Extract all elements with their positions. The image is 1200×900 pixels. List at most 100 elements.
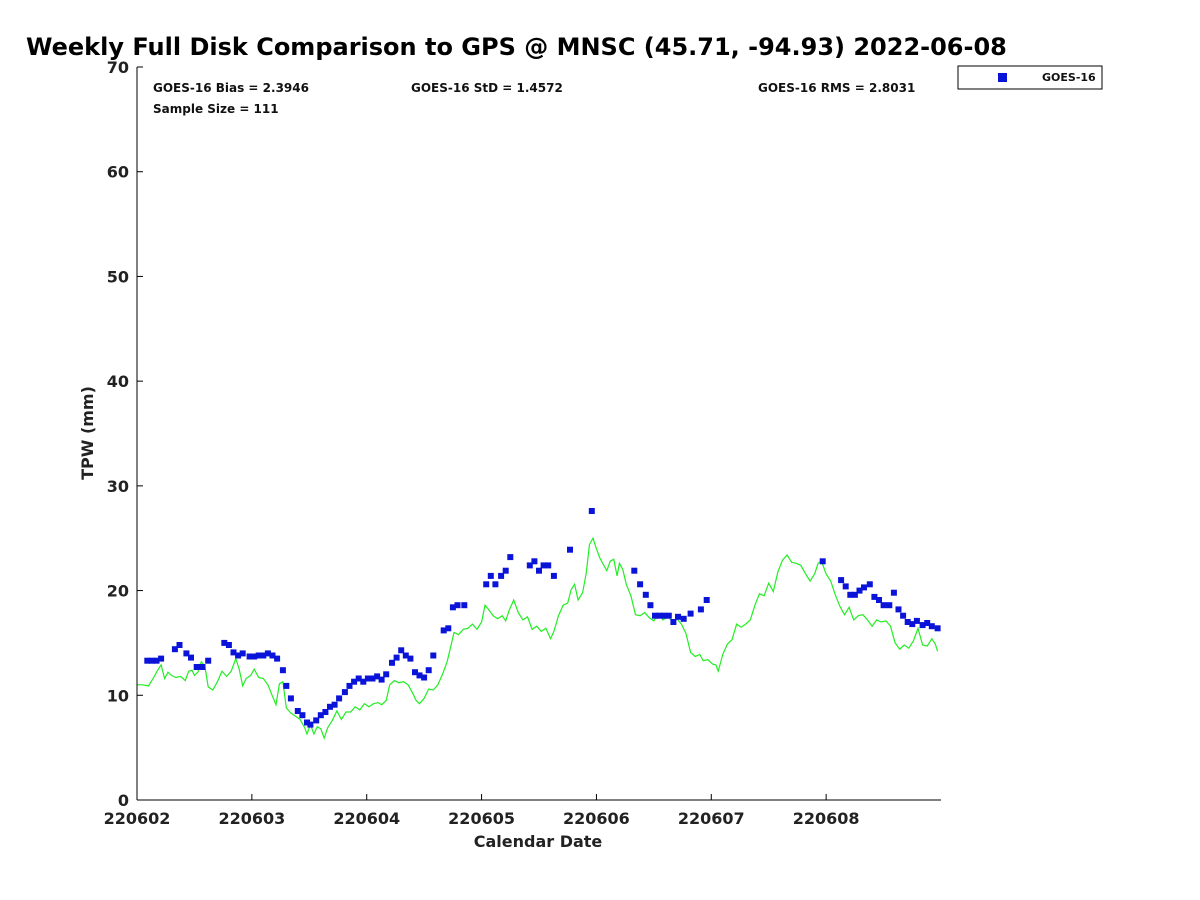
goes-point — [287, 695, 294, 702]
goes-point — [336, 695, 343, 702]
goes-point — [398, 647, 405, 654]
goes-point — [158, 655, 165, 662]
goes-point — [269, 652, 276, 659]
x-tick-label: 220604 — [333, 809, 400, 828]
x-tick-label: 220608 — [793, 809, 860, 828]
goes-point — [483, 581, 490, 588]
goes-point — [652, 612, 658, 619]
goes-point — [886, 602, 893, 609]
y-tick-label: 20 — [107, 582, 129, 601]
goes-point — [550, 572, 557, 579]
goes-point — [540, 562, 547, 569]
goes-point — [895, 606, 902, 613]
goes-point — [294, 708, 301, 714]
goes-point — [188, 654, 194, 661]
goes-point — [919, 622, 926, 629]
axes: 0 10 20 30 40 50 60 70 220602 220603 220604 220605 2… — [104, 58, 941, 828]
legend-box — [957, 65, 1103, 90]
sample-size-stat: Sample Size = 111 — [153, 102, 279, 116]
goes-point — [383, 671, 390, 678]
goes-point — [421, 674, 428, 681]
goes-point — [492, 581, 499, 588]
chart-title: Weekly Full Disk Comparison to GPS @ MNS… — [26, 33, 1007, 61]
goes-point — [176, 642, 183, 648]
goes-point — [924, 620, 931, 626]
goes-point — [199, 664, 206, 670]
goes-point — [327, 703, 333, 710]
goes-point — [274, 655, 281, 662]
goes-point — [351, 678, 358, 685]
legend-label: GOES-16 — [1042, 71, 1096, 84]
goes-point — [304, 719, 310, 726]
x-tick-label: 220602 — [104, 809, 171, 828]
goes-point — [913, 617, 920, 624]
y-tick-label: 10 — [107, 686, 129, 705]
goes-point — [670, 619, 677, 625]
goes-point — [299, 712, 306, 719]
goes-point — [697, 606, 704, 613]
goes-series — [144, 508, 941, 728]
y-tick-label: 30 — [107, 477, 129, 496]
goes-point — [856, 587, 863, 594]
rms-stat: GOES-16 RMS = 2.8031 — [758, 81, 915, 95]
goes-point — [851, 591, 858, 598]
goes-point — [545, 562, 552, 569]
goes-point — [900, 612, 907, 619]
x-tick-label: 220607 — [678, 809, 745, 828]
goes-point — [374, 673, 381, 680]
goes-point — [360, 678, 367, 685]
goes-point — [842, 583, 849, 590]
goes-point — [661, 612, 668, 619]
goes-point — [322, 709, 329, 715]
goes-point — [687, 610, 694, 617]
goes-point — [251, 653, 258, 660]
goes-point — [378, 676, 385, 683]
goes-point — [205, 657, 212, 664]
goes-point — [221, 639, 228, 646]
goes-point — [909, 621, 916, 628]
goes-point — [430, 652, 437, 659]
goes-point — [283, 682, 290, 689]
y-tick-label: 0 — [118, 791, 129, 810]
goes-point — [847, 591, 854, 598]
goes-point — [412, 669, 418, 676]
goes-point — [637, 581, 644, 588]
goes-point — [665, 612, 672, 619]
goes-point — [454, 602, 461, 609]
y-axis-label: TPW (mm) — [78, 386, 97, 480]
goes-point — [567, 546, 573, 553]
goes-point — [239, 650, 246, 657]
x-axis-label: Calendar Date — [474, 832, 603, 851]
goes-point — [507, 554, 514, 561]
goes-point — [890, 589, 897, 596]
goes-point — [866, 581, 873, 588]
goes-point — [838, 577, 845, 584]
goes-point — [487, 572, 494, 579]
goes-point — [871, 593, 878, 600]
goes-point — [680, 615, 687, 622]
goes-point — [703, 597, 710, 603]
goes-point — [531, 558, 538, 565]
goes-point — [416, 672, 423, 679]
goes-point — [193, 664, 200, 670]
goes-point — [449, 604, 456, 611]
legend: GOES-16 — [957, 65, 1103, 90]
goes-point — [445, 625, 452, 632]
goes-point — [631, 567, 638, 574]
goes-point — [647, 602, 654, 609]
goes-point — [255, 652, 262, 659]
goes-point — [317, 712, 324, 719]
goes-point — [279, 667, 286, 674]
goes-point — [264, 650, 271, 657]
goes-point — [153, 657, 160, 664]
goes-point — [402, 652, 409, 659]
goes-point — [928, 623, 935, 630]
goes-point — [904, 619, 911, 625]
goes-point — [389, 659, 395, 666]
y-tick-label: 40 — [107, 372, 129, 391]
x-tick-label: 220603 — [218, 809, 285, 828]
goes-point — [235, 652, 242, 659]
goes-point — [819, 558, 826, 565]
gps-series — [137, 536, 939, 741]
